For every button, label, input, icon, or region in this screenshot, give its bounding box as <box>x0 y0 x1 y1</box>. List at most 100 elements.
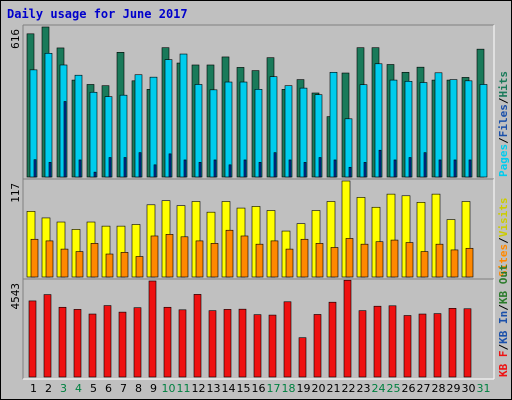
chart-title: Daily usage for June 2017 <box>7 7 188 21</box>
x-tick-label: 16 <box>252 382 266 395</box>
sites-bar <box>465 247 474 278</box>
sites-bar <box>345 238 354 278</box>
files-bar <box>149 76 158 178</box>
legend-part: Hits <box>497 71 510 98</box>
pages-bar <box>78 159 82 178</box>
files-bar <box>389 79 398 178</box>
sites-bar <box>300 238 309 278</box>
sites-bar <box>405 242 414 278</box>
kbytes-bar <box>328 301 337 378</box>
pages-bar <box>468 159 472 178</box>
sites-bar <box>180 236 189 278</box>
x-tick-label: 6 <box>105 382 112 395</box>
files-bar <box>89 91 98 178</box>
x-tick-label: 10 <box>162 382 176 395</box>
x-tick-label: 3 <box>60 382 67 395</box>
kbytes-bar <box>43 294 52 378</box>
kbytes-bar <box>253 314 262 378</box>
sites-bar <box>135 256 144 278</box>
sites-bar <box>90 243 99 278</box>
x-tick-label: 21 <box>327 382 341 395</box>
sites-bar <box>360 243 369 278</box>
kbytes-bar <box>448 308 457 378</box>
x-tick-label: 12 <box>192 382 206 395</box>
pages-bar <box>63 101 67 178</box>
files-bar <box>464 80 473 178</box>
x-tick-label: 4 <box>75 382 82 395</box>
x-tick-label: 7 <box>120 382 127 395</box>
pages-bar <box>348 166 352 178</box>
kbytes-bar <box>208 310 217 378</box>
files-bar <box>224 81 233 178</box>
kbytes-bar <box>58 306 67 378</box>
kbytes-bar <box>73 309 82 378</box>
legend-part: / <box>497 304 510 311</box>
legend-part: Files <box>497 104 510 137</box>
files-bar <box>179 53 188 178</box>
files-bar <box>29 69 38 178</box>
kbytes-bar <box>238 308 247 378</box>
legend-part: Sites <box>497 244 510 277</box>
kbytes-bar <box>358 310 367 378</box>
legend-part: KB Out <box>497 264 510 304</box>
sites-bar <box>60 248 69 278</box>
kbytes-bar <box>178 309 187 378</box>
files-bar <box>284 85 293 178</box>
pages-bar <box>153 164 157 178</box>
kbytes-bar <box>343 279 352 378</box>
x-tick-label: 9 <box>150 382 157 395</box>
kbytes-bar <box>148 280 157 378</box>
pages-bar <box>438 159 442 178</box>
kbytes-bar <box>163 306 172 378</box>
files-bar <box>419 82 428 178</box>
pages-bar <box>393 159 397 178</box>
kbytes-bar <box>403 315 412 378</box>
x-tick-label: 20 <box>312 382 326 395</box>
files-bar <box>359 84 368 178</box>
x-tick-label: 5 <box>90 382 97 395</box>
files-bar <box>59 64 68 178</box>
x-tick-label: 29 <box>447 382 461 395</box>
pages-bar <box>378 149 382 178</box>
pages-bar <box>318 157 322 178</box>
sites-bar <box>225 229 234 278</box>
sites-bar <box>390 239 399 278</box>
files-bar <box>134 74 143 178</box>
x-tick-label: 11 <box>177 382 191 395</box>
pages-bar <box>303 162 307 178</box>
legend-part: Pages <box>497 144 510 177</box>
files-bar <box>404 81 413 178</box>
kbytes-bar <box>463 308 472 378</box>
legend-part: / <box>497 344 510 351</box>
kbytes-bar <box>268 314 277 378</box>
sites-bar <box>165 234 174 278</box>
x-tick-label: 19 <box>297 382 311 395</box>
kbytes-bar <box>103 305 112 378</box>
kbytes-bar <box>433 313 442 378</box>
sites-bar <box>270 240 279 278</box>
x-tick-label: 13 <box>207 382 221 395</box>
kbytes-bar <box>88 313 97 378</box>
x-tick-label: 8 <box>135 382 142 395</box>
x-tick-label: 18 <box>282 382 296 395</box>
files-bar <box>239 81 248 178</box>
sites-bar <box>45 240 54 278</box>
kbytes-bar <box>388 305 397 378</box>
x-tick-label: 22 <box>342 382 356 395</box>
files-bar <box>434 72 443 178</box>
pages-bar <box>108 157 112 178</box>
sites-bar <box>420 251 429 278</box>
sites-bar <box>75 251 84 278</box>
files-bar <box>74 74 83 178</box>
sites-bar <box>450 249 459 278</box>
sites-bar <box>285 248 294 278</box>
files-bar <box>479 84 488 178</box>
pages-bar <box>333 159 337 178</box>
panel-max-label: 616 <box>9 29 22 49</box>
x-tick-label: 25 <box>387 382 401 395</box>
legend-part: / <box>497 237 510 244</box>
sites-bar <box>30 238 39 278</box>
pages-bar <box>408 157 412 178</box>
x-tick-label: 17 <box>267 382 281 395</box>
